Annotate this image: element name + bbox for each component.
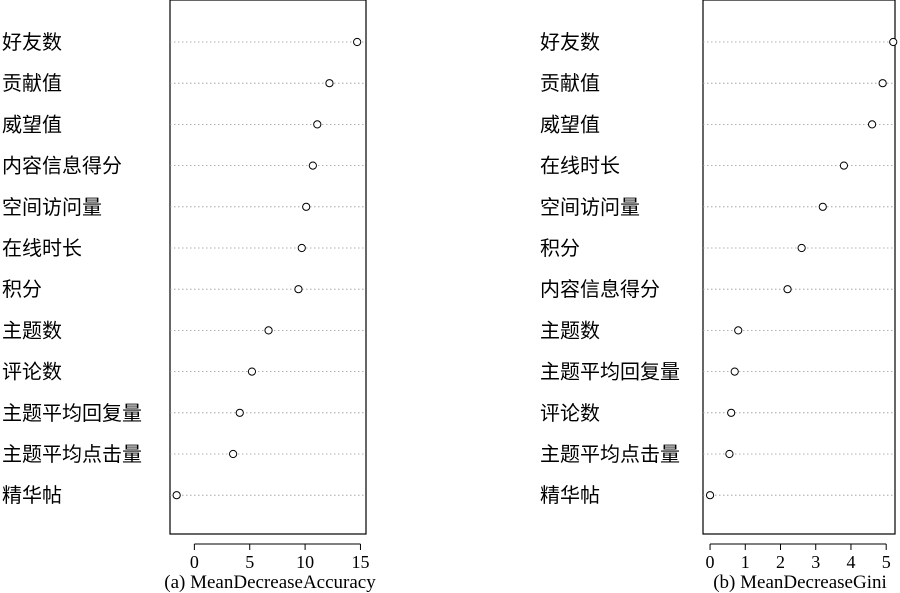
panel-mean-decrease-accuracy: 好友数贡献值威望值内容信息得分空间访问量在线时长积分主题数评论数主题平均回复量主… <box>2 0 376 593</box>
data-point <box>730 367 739 376</box>
x-tick-label: 4 <box>846 552 855 572</box>
data-point <box>172 491 181 500</box>
data-point <box>247 367 257 376</box>
data-point <box>308 161 317 170</box>
data-point <box>229 449 238 459</box>
category-label: 好友数 <box>540 30 600 54</box>
panel-caption: (b) MeanDecreaseGini <box>713 572 887 593</box>
x-tick-label: 10 <box>296 552 314 572</box>
data-point <box>313 120 322 129</box>
x-tick-label: 5 <box>882 552 891 572</box>
data-point <box>783 285 792 294</box>
category-label: 贡献值 <box>540 71 600 95</box>
data-point <box>868 120 877 129</box>
data-point <box>325 79 334 88</box>
data-point <box>818 202 827 211</box>
category-label: 在线时长 <box>2 236 82 260</box>
data-point <box>878 79 887 88</box>
category-label: 在线时长 <box>540 154 620 178</box>
data-point <box>734 326 743 335</box>
data-point <box>302 202 311 211</box>
x-tick-label: 15 <box>351 552 369 572</box>
x-tick-label: 0 <box>190 552 199 572</box>
category-label: 主题平均点击量 <box>2 442 142 466</box>
category-label: 积分 <box>2 277 42 301</box>
category-label: 主题数 <box>2 318 62 342</box>
category-label: 威望值 <box>2 112 62 136</box>
category-label: 威望值 <box>540 112 600 136</box>
data-point <box>264 326 273 335</box>
category-label: 积分 <box>540 236 580 260</box>
data-point <box>839 161 849 170</box>
category-label: 内容信息得分 <box>2 154 122 178</box>
panel-caption: (a) MeanDecreaseAccuracy <box>164 572 376 593</box>
category-label: 主题平均回复量 <box>540 360 680 384</box>
data-point <box>727 408 736 417</box>
panel-mean-decrease-gini: 好友数贡献值威望值在线时长空间访问量积分内容信息得分主题数主题平均回复量评论数主… <box>540 0 898 593</box>
category-label: 主题数 <box>540 318 600 342</box>
category-label: 精华帖 <box>2 483 62 507</box>
plot-frame <box>702 0 896 535</box>
category-label: 好友数 <box>2 30 62 54</box>
x-tick-label: 0 <box>706 552 715 572</box>
data-point <box>725 449 734 459</box>
category-label: 评论数 <box>540 401 600 425</box>
x-tick-label: 2 <box>776 552 785 572</box>
data-point <box>797 243 806 253</box>
category-label: 主题平均点击量 <box>540 442 680 466</box>
data-point <box>294 285 303 294</box>
data-point <box>353 37 362 47</box>
x-tick-label: 5 <box>245 552 254 572</box>
x-tick-label: 3 <box>811 552 820 572</box>
category-label: 精华帖 <box>540 483 600 507</box>
data-point <box>705 491 715 500</box>
data-point <box>889 37 898 47</box>
category-label: 空间访问量 <box>2 195 102 219</box>
category-label: 主题平均回复量 <box>2 401 142 425</box>
data-point <box>235 408 244 417</box>
category-label: 贡献值 <box>2 71 62 95</box>
data-point <box>297 243 306 253</box>
category-label: 空间访问量 <box>540 195 640 219</box>
category-label: 内容信息得分 <box>540 277 660 301</box>
x-tick-label: 1 <box>741 552 750 572</box>
plot-frame <box>169 0 367 535</box>
category-label: 评论数 <box>2 360 62 384</box>
